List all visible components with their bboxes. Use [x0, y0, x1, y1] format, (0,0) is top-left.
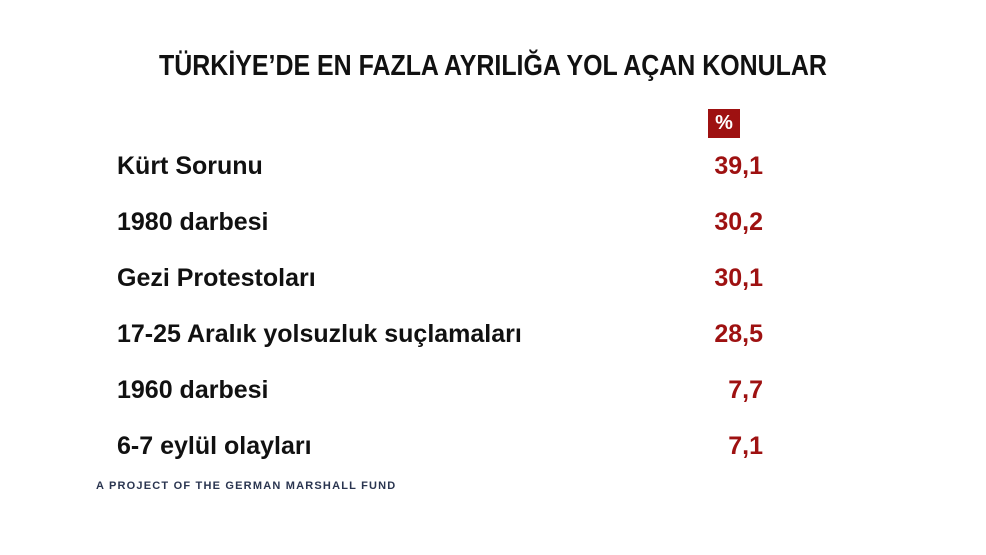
footer-credit: A PROJECT OF THE GERMAN MARSHALL FUND: [96, 480, 397, 492]
row-label: 1980 darbesi: [117, 208, 269, 236]
row-label: Gezi Protestoları: [117, 264, 316, 292]
row-value: 7,7: [728, 376, 763, 404]
row-value: 28,5: [714, 320, 763, 348]
row-value: 30,1: [714, 264, 763, 292]
percent-unit-badge: %: [708, 109, 740, 138]
row-label: 17-25 Aralık yolsuzluk suçlamaları: [117, 320, 522, 348]
row-value: 39,1: [714, 152, 763, 180]
chart-title: TÜRKİYE’DE EN FAZLA AYRILIĞA YOL AÇAN KO…: [159, 50, 827, 82]
row-label: 6-7 eylül olayları: [117, 432, 312, 460]
row-value: 7,1: [728, 432, 763, 460]
row-label: Kürt Sorunu: [117, 152, 263, 180]
row-label: 1960 darbesi: [117, 376, 269, 404]
row-value: 30,2: [714, 208, 763, 236]
